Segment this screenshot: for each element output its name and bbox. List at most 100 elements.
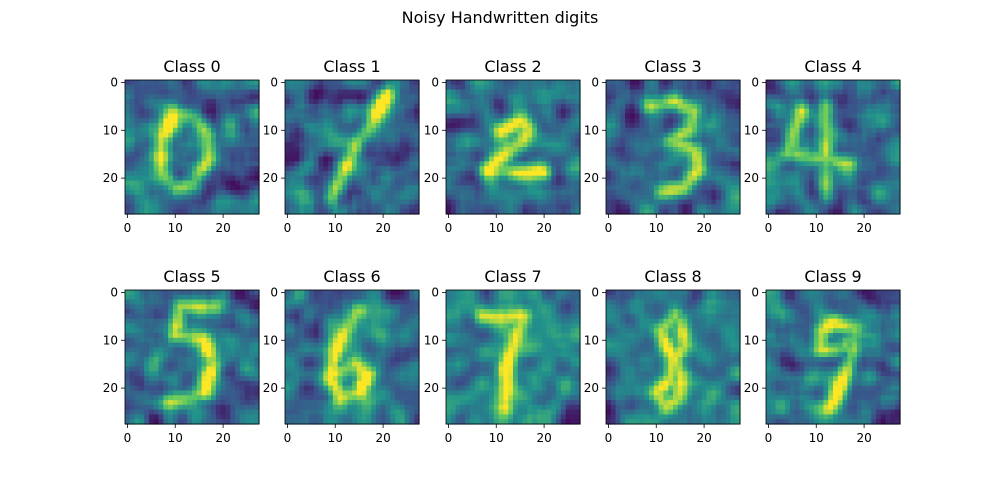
heatmap-cell [493, 151, 500, 158]
heatmap-cell [342, 304, 348, 310]
heatmap-cell [560, 190, 567, 196]
heatmap-cell [730, 180, 736, 186]
heatmap-cell [570, 209, 576, 215]
heatmap-cell [125, 142, 131, 148]
heatmap-cell [158, 190, 164, 196]
heatmap-cell [503, 113, 509, 119]
heatmap-cell [380, 313, 387, 320]
heatmap-cell [206, 333, 212, 339]
heatmap-cell [139, 118, 145, 124]
axes-frame [765, 79, 901, 215]
heatmap-cell [182, 333, 188, 339]
heatmap-cell [196, 204, 203, 210]
heatmap-cell [701, 170, 708, 177]
heatmap-cell [673, 161, 679, 167]
heatmap-cell [809, 80, 815, 86]
heatmap-cell [570, 123, 576, 129]
heatmap-cell [536, 170, 543, 177]
heatmap-cell [153, 199, 160, 206]
heatmap-cell [789, 123, 796, 129]
heatmap-cell [658, 113, 665, 119]
heatmap-cell [129, 361, 136, 368]
heatmap-cell [192, 142, 198, 148]
heatmap-cell [201, 290, 207, 296]
heatmap-cell [484, 185, 490, 191]
heatmap-cell [455, 170, 461, 177]
heatmap-cell [148, 151, 155, 158]
heatmap-cell [498, 142, 505, 148]
heatmap-cell [852, 89, 858, 95]
heatmap-cell [308, 309, 315, 315]
heatmap-cell [404, 113, 411, 119]
heatmap-cell [770, 151, 777, 158]
heatmap-cell [871, 166, 877, 172]
heatmap-cell [230, 313, 236, 320]
heatmap-cell [375, 170, 382, 177]
heatmap-cell [649, 113, 655, 119]
heatmap-cell [187, 309, 193, 315]
x-tick-label: 10 [328, 221, 343, 235]
heatmap-cell [833, 151, 839, 158]
heatmap-cell [225, 400, 231, 406]
heatmap-cell [254, 118, 260, 124]
heatmap-cell [163, 395, 169, 401]
heatmap-cell [842, 190, 848, 196]
heatmap-cell [404, 209, 411, 215]
heatmap-cell [861, 99, 868, 105]
heatmap-cell [289, 199, 296, 206]
heatmap-cell [337, 108, 344, 115]
heatmap-cell [696, 108, 703, 115]
heatmap-cell [134, 190, 140, 196]
heatmap-cell [551, 94, 557, 100]
heatmap-cell [352, 99, 358, 105]
heatmap-cell [239, 376, 246, 382]
heatmap-cell [560, 132, 567, 139]
heatmap-cell [318, 156, 324, 162]
heatmap-cell [789, 84, 796, 91]
heatmap-cell [532, 137, 538, 143]
heatmap-cell [789, 147, 796, 153]
heatmap-cell [187, 323, 193, 329]
heatmap-cell [215, 342, 222, 349]
heatmap-cell [565, 123, 572, 129]
heatmap-cell [677, 118, 684, 124]
heatmap-cell [225, 299, 231, 305]
heatmap-cell [474, 123, 481, 129]
heatmap-cell [399, 304, 406, 310]
heatmap-cell [522, 175, 528, 182]
heatmap-cell [720, 123, 727, 129]
heatmap-cell [332, 113, 339, 119]
heatmap-cell [172, 103, 179, 110]
heatmap-cell [735, 151, 741, 158]
heatmap-cell [775, 209, 781, 215]
heatmap-cell [508, 147, 514, 153]
heatmap-cell [880, 142, 887, 148]
heatmap-cell [852, 94, 858, 100]
heatmap-cell [629, 123, 636, 129]
heatmap-cell [177, 357, 184, 363]
heatmap-cell [606, 166, 612, 172]
heatmap-cell [134, 361, 140, 368]
heatmap-cell [352, 185, 358, 191]
heatmap-cell [201, 385, 207, 392]
heatmap-cell [498, 147, 505, 153]
heatmap-cell [294, 299, 300, 305]
heatmap-cell [192, 318, 198, 325]
heatmap-cell [460, 123, 466, 129]
heatmap-cell [177, 175, 184, 182]
heatmap-cell [653, 209, 660, 215]
heatmap-cell [196, 209, 203, 215]
heatmap-cell [828, 80, 834, 86]
heatmap-cell [766, 132, 772, 139]
heatmap-cell [225, 290, 231, 296]
heatmap-cell [775, 194, 781, 201]
heatmap-cell [489, 103, 495, 110]
heatmap-cell [828, 147, 834, 153]
heatmap-cell [371, 108, 377, 115]
heatmap-cell [730, 137, 736, 143]
heatmap-cell [720, 94, 727, 100]
heatmap-cell [230, 294, 236, 301]
heatmap-cell [551, 118, 557, 124]
heatmap-cell [706, 166, 712, 172]
